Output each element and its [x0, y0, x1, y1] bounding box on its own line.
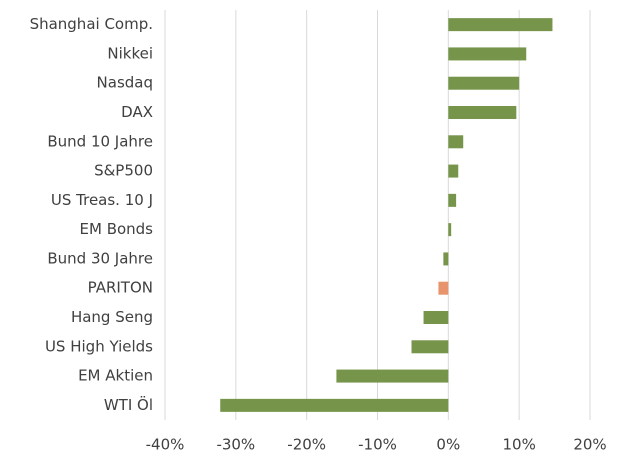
y-tick-label: DAX — [121, 103, 153, 121]
bar — [336, 369, 449, 383]
bar — [448, 76, 520, 90]
x-tick-label: -10% — [358, 436, 397, 454]
y-tick-label: US Treas. 10 J — [51, 191, 153, 209]
x-tick-label: -40% — [146, 436, 185, 454]
y-tick-label: Hang Seng — [71, 308, 153, 326]
bar — [423, 311, 449, 324]
bar — [220, 398, 449, 412]
y-tick-label: PARITON — [88, 279, 153, 297]
y-tick-label: Bund 10 Jahre — [47, 132, 153, 150]
bar — [448, 18, 553, 32]
y-tick-label: WTI Öl — [104, 395, 153, 414]
bar — [448, 135, 464, 149]
bar — [448, 47, 527, 61]
x-tick-label: 20% — [573, 436, 606, 454]
y-tick-label: Bund 30 Jahre — [47, 249, 153, 267]
x-tick-label: 0% — [436, 436, 460, 454]
y-tick-label: EM Bonds — [80, 220, 154, 238]
y-tick-label: US High Yields — [45, 337, 153, 355]
bar — [448, 193, 457, 207]
y-tick-label: Nasdaq — [97, 74, 153, 92]
bar — [448, 106, 517, 119]
x-tick-label: 10% — [502, 436, 535, 454]
bar — [411, 340, 449, 354]
y-tick-label: Shanghai Comp. — [30, 15, 153, 33]
y-tick-label: S&P500 — [94, 162, 153, 180]
bar — [438, 281, 449, 295]
y-tick-label: EM Aktien — [78, 367, 153, 385]
bar — [448, 164, 459, 178]
bar — [443, 252, 449, 266]
bar — [448, 223, 452, 237]
x-tick-label: -30% — [216, 436, 255, 454]
y-tick-label: Nikkei — [107, 44, 153, 62]
x-tick-label: -20% — [287, 436, 326, 454]
